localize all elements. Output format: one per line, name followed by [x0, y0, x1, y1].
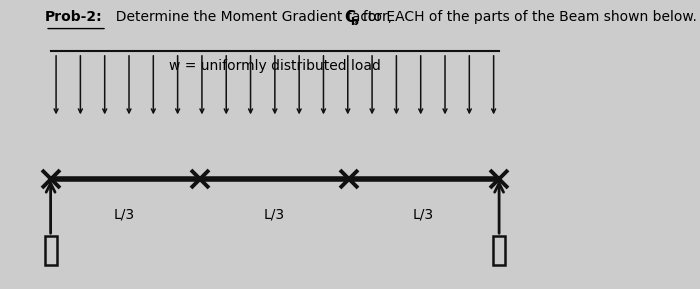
Text: Determine the Moment Gradient factor,: Determine the Moment Gradient factor,	[107, 10, 396, 24]
Text: b: b	[350, 17, 358, 27]
Text: w = uniformly distributed load: w = uniformly distributed load	[169, 59, 381, 73]
Text: L/3: L/3	[114, 208, 135, 221]
Text: L/3: L/3	[412, 208, 433, 221]
Text: C: C	[344, 10, 356, 25]
Text: L/3: L/3	[263, 208, 284, 221]
Text: , for EACH of the parts of the Beam shown below.: , for EACH of the parts of the Beam show…	[354, 10, 697, 24]
Text: Prob-2:: Prob-2:	[45, 10, 103, 24]
